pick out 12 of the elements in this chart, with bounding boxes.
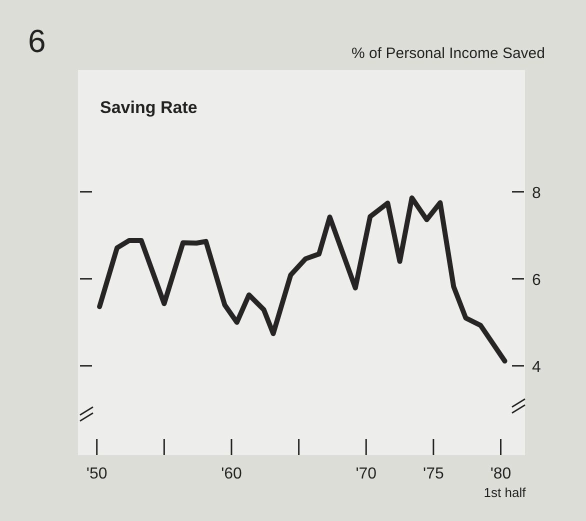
y-tick-label: 6 [532,272,541,289]
chart-subtitle: 6 [28,23,46,59]
x-tick-label: '75 [423,465,444,482]
y-axis-title: % of Personal Income Saved [352,45,545,62]
x-tick-label: '50 [86,465,108,482]
x-tick-label: '70 [356,465,377,482]
y-tick-label: 4 [532,358,541,376]
y-tick-label: 8 [532,184,541,202]
text: Saving Rate [100,98,198,117]
x-tick-label: '60 [221,465,242,482]
text: 1st half [484,485,526,500]
x-tick-label: '80 [490,465,512,482]
